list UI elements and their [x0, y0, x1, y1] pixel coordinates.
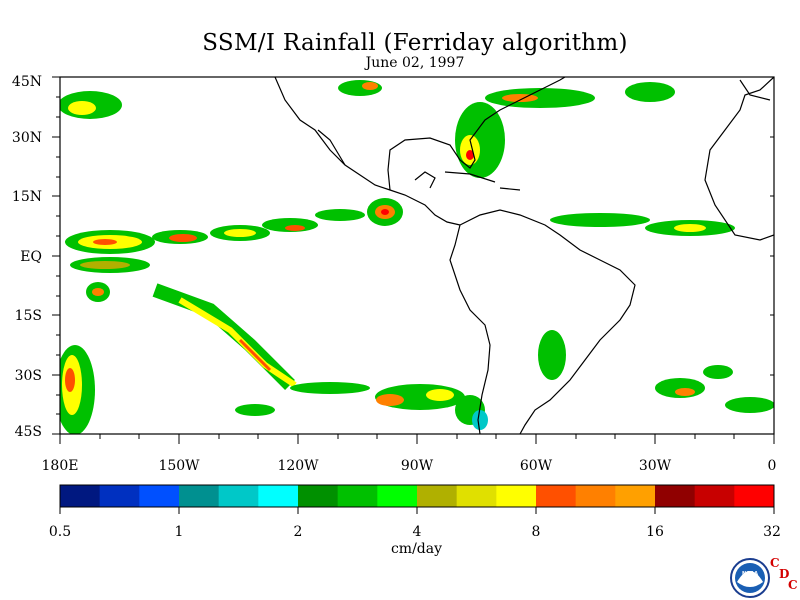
cdc-letter: C: [788, 578, 798, 592]
colorbar-label: 4: [412, 524, 422, 540]
lon-label: 150W: [158, 458, 200, 474]
lat-ticks: [52, 76, 774, 435]
lat-label: EQ: [20, 249, 42, 265]
colorbar-cell: [298, 485, 339, 507]
lat-label: 15N: [11, 189, 42, 205]
colorbar-cell: [536, 485, 577, 507]
colorbar-cell: [139, 485, 180, 507]
lon-ticks: [59, 434, 775, 444]
colorbar-ticks: [59, 507, 775, 514]
colorbar: [60, 485, 775, 507]
colorbar-cell: [694, 485, 735, 507]
colorbar-label: 1: [174, 524, 184, 540]
lon-label: 120W: [277, 458, 319, 474]
lat-label: 30S: [14, 368, 42, 384]
lat-label: 30N: [11, 130, 42, 146]
colorbar-label: 2: [293, 524, 303, 540]
lon-label: 60W: [519, 458, 553, 474]
colorbar-cell: [99, 485, 140, 507]
lon-label: 30W: [638, 458, 672, 474]
noaa-logo: [730, 558, 770, 598]
colorbar-cell: [496, 485, 537, 507]
lon-label: 90W: [400, 458, 434, 474]
cdc-letter: D: [779, 567, 790, 581]
colorbar-units: cm/day: [390, 541, 443, 557]
colorbar-label: 8: [531, 524, 541, 540]
colorbar-cell: [258, 485, 299, 507]
cdc-letter: C: [770, 556, 780, 570]
lat-label: 45N: [11, 74, 42, 90]
lat-label: 15S: [14, 308, 42, 324]
map-date: June 02, 1997: [365, 55, 465, 71]
lon-label: 0: [767, 458, 777, 474]
colorbar-cell: [218, 485, 259, 507]
colorbar-cell: [734, 485, 775, 507]
colorbar-label: 32: [763, 524, 781, 540]
colorbar-cell: [179, 485, 220, 507]
noaa-logo-text: NOAA: [742, 571, 758, 577]
colorbar-cell: [377, 485, 418, 507]
colorbar-cell: [456, 485, 497, 507]
colorbar-label: 16: [646, 524, 664, 540]
colorbar-cell: [655, 485, 696, 507]
lon-label: 180E: [41, 458, 79, 474]
map-title: SSM/I Rainfall (Ferriday algorithm): [202, 30, 628, 56]
colorbar-cell: [575, 485, 616, 507]
colorbar-cell: [60, 485, 101, 507]
rainfall-field: [60, 80, 774, 434]
lat-label: 45S: [14, 424, 42, 440]
colorbar-cell: [337, 485, 378, 507]
coastlines: [274, 77, 774, 434]
colorbar-label: 0.5: [48, 524, 72, 540]
colorbar-cell: [615, 485, 656, 507]
colorbar-cell: [417, 485, 458, 507]
